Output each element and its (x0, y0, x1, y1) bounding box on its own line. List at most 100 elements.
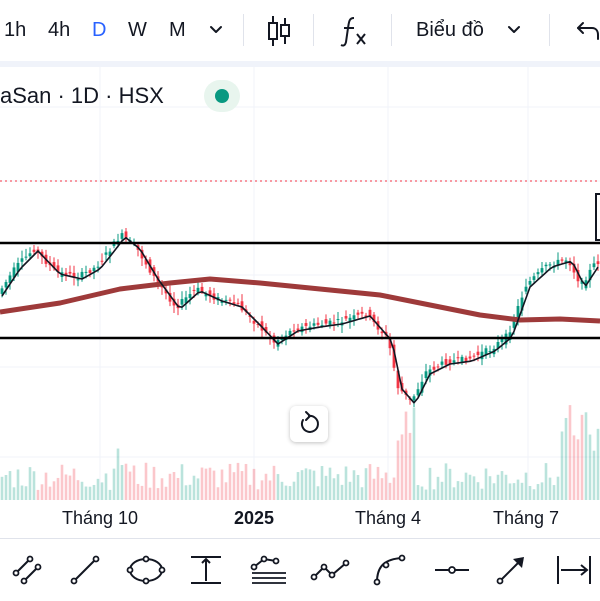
volume-bar (440, 481, 444, 500)
volume-bar (568, 405, 572, 500)
volume-bar (396, 440, 400, 500)
volume-bar (164, 486, 168, 500)
fib-retracement-icon[interactable] (188, 553, 224, 587)
volume-bar (268, 480, 272, 500)
volume-bar (528, 486, 532, 500)
pattern-icon[interactable] (248, 553, 288, 587)
volume-bar (288, 486, 292, 500)
volume-bar (408, 432, 412, 500)
toolbar-separator (313, 14, 314, 46)
candle-body (16, 262, 20, 272)
time-axis[interactable]: Tháng 10 2025 Tháng 4 Tháng 7 (0, 500, 600, 536)
candle-body (476, 351, 480, 356)
interval-m-button[interactable]: M (169, 19, 186, 41)
volume-bar (64, 474, 68, 500)
volume-bar (72, 468, 76, 500)
volume-bar (156, 488, 160, 500)
volume-bar (432, 489, 436, 500)
toolbar-divider (0, 61, 600, 67)
volume-bar (552, 485, 556, 500)
volume-bar (520, 482, 524, 500)
candle-body (336, 319, 340, 321)
horizontal-line-icon[interactable] (432, 553, 472, 587)
trend-line-tools-icon[interactable] (10, 553, 44, 587)
volume-bar (8, 471, 12, 500)
volume-bar (388, 482, 392, 500)
volume-bar (304, 468, 308, 500)
arrow-icon[interactable] (494, 553, 530, 587)
volume-bar (208, 467, 212, 500)
volume-bar (12, 487, 16, 500)
market-status-dot (215, 89, 229, 103)
candle-body (228, 299, 232, 301)
time-axis-label: 2025 (233, 508, 275, 528)
candle-body (236, 302, 240, 304)
reset-chart-button[interactable] (290, 406, 328, 442)
candle-body (140, 249, 144, 259)
volume-bar (260, 480, 264, 500)
reset-rotate-icon (300, 411, 319, 433)
candle-body (264, 327, 268, 333)
candle-body (508, 332, 512, 340)
toolbar-separator (549, 14, 550, 46)
path-icon[interactable] (310, 553, 350, 587)
candle-body (592, 263, 596, 268)
candlestick-icon[interactable] (265, 14, 293, 48)
volume-bar (68, 475, 72, 500)
volume-bar (448, 468, 452, 500)
drawing-toolbar (0, 538, 600, 601)
volume-bar (28, 467, 32, 500)
function-fx-icon[interactable] (338, 14, 370, 48)
shapes-icon[interactable] (126, 553, 166, 587)
volume-bar (228, 463, 232, 500)
volume-bar (492, 483, 496, 500)
candle-body (76, 279, 80, 281)
interval-1h-button[interactable]: 1h (4, 19, 27, 41)
toolbar-separator (391, 14, 392, 46)
interval-4h-button[interactable]: 4h (48, 19, 71, 41)
candle-body (444, 359, 448, 365)
volume-bar (416, 485, 420, 500)
candle-body (496, 342, 500, 349)
candle-body (304, 323, 308, 326)
volume-bar (452, 487, 456, 500)
candle-body (204, 293, 208, 297)
volume-bar (364, 468, 368, 500)
undo-icon[interactable] (574, 18, 600, 42)
volume-bar (36, 489, 40, 500)
volume-bar (272, 465, 276, 500)
volume-bar (472, 476, 476, 500)
volume-bar (424, 489, 428, 500)
candle-body (28, 253, 32, 257)
candle-body (348, 317, 352, 322)
measure-range-icon[interactable] (554, 553, 594, 587)
candle-body (72, 272, 76, 278)
interval-w-button[interactable]: W (128, 19, 147, 41)
candle-body (300, 326, 304, 333)
chart-pane[interactable] (0, 67, 600, 500)
volume-bar (468, 474, 472, 500)
chart-menu-button[interactable]: Biểu đồ (416, 19, 484, 41)
volume-bar (252, 468, 256, 500)
chevron-down-icon[interactable] (506, 22, 522, 38)
volume-bar (308, 469, 312, 500)
volume-bar (548, 477, 552, 500)
volume-bar (412, 407, 416, 500)
volume-bar (372, 478, 376, 500)
candle-body (164, 289, 168, 294)
volume-bar (300, 470, 304, 500)
chevron-down-icon[interactable] (208, 22, 224, 38)
candle-body (516, 305, 520, 319)
time-axis-label: Tháng 4 (354, 508, 422, 528)
volume-bar (536, 484, 540, 500)
interval-d-button[interactable]: D (92, 19, 107, 41)
candle-body (532, 276, 536, 280)
volume-bar (476, 482, 480, 500)
candle-body (180, 299, 184, 305)
line-icon[interactable] (68, 553, 102, 587)
volume-bar (368, 464, 372, 500)
volume-bar (4, 475, 8, 500)
volume-bar (420, 486, 424, 500)
candle-body (432, 366, 436, 370)
curve-icon[interactable] (372, 553, 408, 587)
